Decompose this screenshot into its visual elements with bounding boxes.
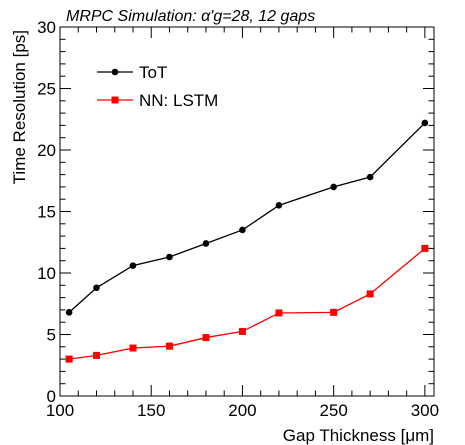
data-point — [275, 309, 283, 317]
y-tick-label: 10 — [37, 264, 56, 283]
data-point — [239, 226, 246, 234]
legend-label-lstm: NN: LSTM — [139, 91, 218, 110]
data-point — [366, 173, 374, 181]
legend-marker-tot — [111, 68, 119, 76]
x-tick-label: 200 — [228, 401, 256, 420]
x-tick-label: 300 — [411, 401, 439, 420]
x-axis-title: Gap Thickness [μm] — [283, 426, 434, 445]
legend-label-tot: ToT — [139, 63, 167, 82]
y-axis: 0 5 10 15 20 25 30 — [37, 18, 434, 406]
data-point — [65, 355, 73, 363]
data-point — [421, 244, 429, 252]
y-tick-label: 0 — [47, 387, 56, 406]
data-point — [238, 327, 246, 335]
series-layer — [65, 119, 429, 363]
y-tick-label: 20 — [37, 141, 56, 160]
x-tick-label: 100 — [46, 401, 74, 420]
x-tick-label: 150 — [137, 401, 165, 420]
data-point — [93, 284, 100, 292]
data-point — [92, 351, 100, 359]
plot-frame — [59, 26, 435, 397]
x-axis: 100 150 200 250 300 — [46, 27, 439, 420]
data-point — [166, 253, 173, 261]
data-point — [366, 290, 374, 298]
y-tick-label: 25 — [37, 80, 56, 99]
data-point — [165, 342, 173, 350]
data-point — [275, 202, 283, 209]
legend-marker-lstm — [111, 96, 119, 104]
y-tick-label: 15 — [37, 203, 56, 222]
data-point — [129, 344, 137, 352]
data-point — [65, 309, 73, 316]
series-line-0 — [68, 122, 426, 313]
data-point — [202, 240, 210, 247]
y-axis-title: Time Resolution [ps] — [10, 30, 29, 184]
y-tick-label: 5 — [47, 326, 56, 345]
data-point — [129, 262, 137, 269]
data-point — [330, 308, 338, 316]
y-tick-label: 30 — [37, 18, 56, 37]
data-point — [421, 119, 429, 127]
chart-title: MRPC Simulation: α'g=28, 12 gaps — [66, 8, 315, 25]
legend: ToT NN: LSTM — [97, 63, 218, 110]
data-point — [202, 334, 210, 342]
series-line-1 — [69, 247, 426, 360]
x-tick-label: 250 — [319, 401, 347, 420]
data-point — [330, 183, 337, 191]
